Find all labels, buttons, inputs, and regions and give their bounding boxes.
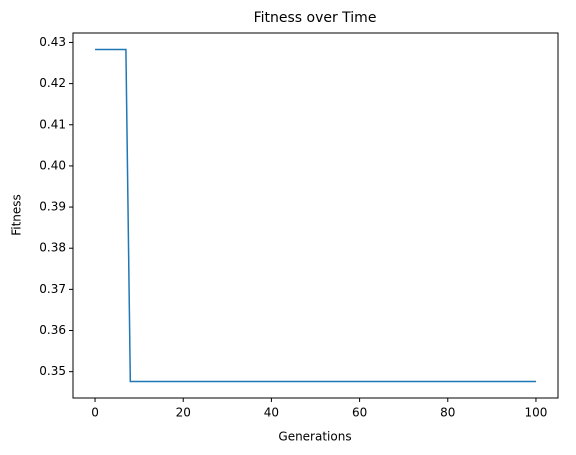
chart-title: Fitness over Time [254,10,377,26]
y-tick-label: 0.43 [39,35,66,49]
x-tick-label: 0 [91,406,99,420]
y-tick-label: 0.35 [39,364,66,378]
y-axis-label: Fitness [10,194,24,236]
y-tick-label: 0.38 [39,241,66,255]
x-tick-label: 100 [525,406,548,420]
y-tick-label: 0.36 [39,323,66,337]
x-axis-label: Generations [278,430,351,444]
line [95,48,536,383]
plot-frame [72,32,559,399]
x-tick-label: 60 [352,406,367,420]
y-tick-label: 0.42 [39,76,66,90]
y-tick-label: 0.40 [39,158,66,172]
x-tick-label: 40 [264,406,279,420]
y-tick-label: 0.37 [39,282,66,296]
y-tick-label: 0.39 [39,200,66,214]
x-tick-label: 80 [440,406,455,420]
x-tick-label: 20 [176,406,191,420]
y-tick-label: 0.41 [39,117,66,131]
